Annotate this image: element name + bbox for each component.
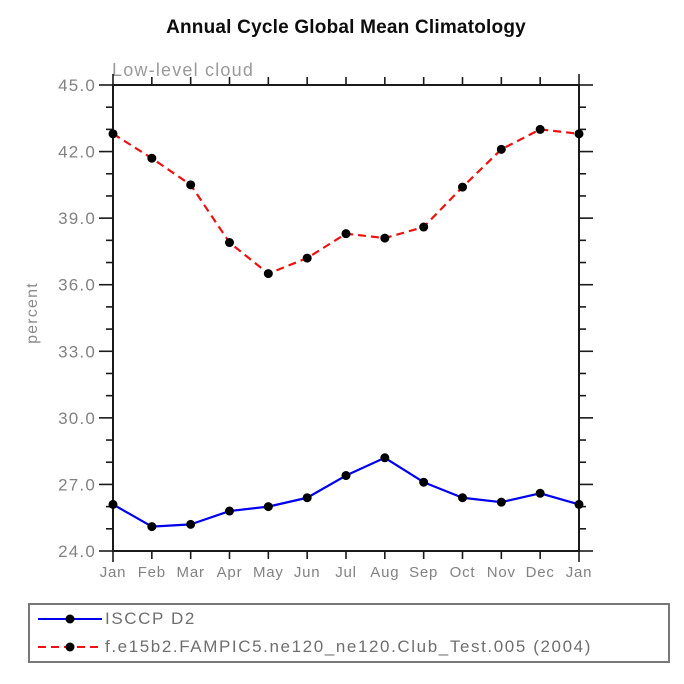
legend-marker-dot-icon [65, 614, 75, 624]
series-line-dashed [112, 128, 580, 275]
chart-subtitle: Low-level cloud [112, 60, 255, 80]
x-tick-label: Dec [526, 564, 555, 581]
data-point-marker [186, 519, 196, 529]
legend-label-model: f.e15b2.FAMPIC5.ne120_ne120.Club_Test.00… [105, 637, 592, 656]
data-point-marker [496, 497, 506, 507]
data-point-marker [108, 499, 118, 509]
data-point-marker [225, 238, 234, 248]
x-tick-label: Aug [370, 564, 399, 581]
data-point-marker [574, 499, 584, 509]
y-tick-label: 24.0 [58, 542, 96, 561]
x-tick-label: Oct [450, 564, 476, 581]
data-point-marker [341, 471, 351, 481]
data-point-marker [302, 253, 312, 263]
legend-sample-solid-line-icon [38, 614, 102, 624]
x-tick-label: Jan [100, 564, 127, 581]
data-point-marker [419, 477, 429, 487]
x-tick-label: Jul [335, 564, 357, 581]
x-tick-label: Jan [566, 564, 593, 581]
y-tick-label: 27.0 [58, 475, 96, 494]
x-tick-label: May [253, 564, 284, 581]
x-tick-label: Feb [138, 564, 166, 581]
legend: ISCCP D2 f.e15b2.FAMPIC5.ne120_ne120.Clu… [28, 603, 670, 663]
data-point-marker [535, 488, 545, 498]
x-tick-label: Jun [294, 564, 321, 581]
chart-title: Annual Cycle Global Mean Climatology [166, 17, 526, 38]
data-point-marker [380, 233, 390, 243]
data-point-marker [419, 222, 429, 232]
data-point-marker [496, 144, 506, 154]
x-tick-label: Nov [487, 564, 516, 581]
x-tick-label: Sep [409, 564, 438, 581]
legend-item-isccp: ISCCP D2 [37, 607, 668, 631]
y-tick-label: 39.0 [58, 209, 96, 228]
x-tick-label: Apr [217, 564, 243, 581]
data-point-marker [535, 124, 545, 134]
y-tick-label: 30.0 [58, 409, 96, 428]
data-point-marker [302, 493, 312, 503]
data-point-marker [108, 129, 118, 139]
data-point-marker [341, 229, 351, 239]
data-point-marker [225, 506, 234, 516]
y-tick-label: 45.0 [58, 76, 96, 95]
data-point-marker [186, 180, 196, 190]
y-tick-label: 36.0 [58, 276, 96, 295]
data-point-marker [458, 182, 467, 192]
series-line-solid [112, 456, 580, 528]
data-point-marker [263, 502, 273, 512]
data-point-marker [458, 493, 467, 503]
legend-sample-dashed-line-icon [38, 642, 102, 652]
legend-label-isccp: ISCCP D2 [105, 609, 196, 628]
data-point-marker [380, 453, 390, 463]
data-point-marker [147, 153, 157, 163]
legend-item-model: f.e15b2.FAMPIC5.ne120_ne120.Club_Test.00… [37, 635, 668, 659]
legend-marker-dot-icon [65, 642, 75, 652]
plot-frame [112, 84, 580, 552]
y-tick-label: 33.0 [58, 342, 96, 361]
x-tick-label: Mar [177, 564, 205, 581]
data-point-marker [147, 522, 157, 532]
data-point-marker [574, 129, 584, 139]
data-point-marker [263, 269, 273, 279]
y-tick-label: 42.0 [58, 143, 96, 162]
